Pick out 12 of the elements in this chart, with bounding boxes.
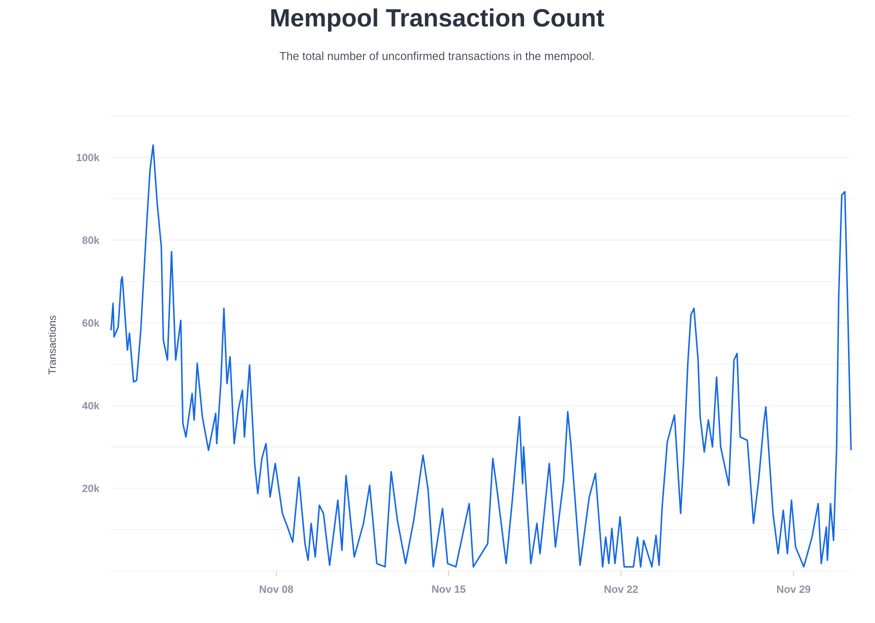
y-tick-label: 40k — [82, 402, 100, 410]
y-tick-label: 60k — [82, 318, 100, 327]
y-tick-label: 80k — [82, 236, 100, 244]
x-tick-label: Nov 29 — [777, 586, 810, 593]
chart-title: Mempool Transaction Count — [271, 8, 604, 32]
y-tick-label: 100k — [76, 154, 100, 162]
x-tick-label: Nov 08 — [260, 586, 294, 593]
x-tick-label: Nov 15 — [432, 586, 466, 593]
y-tick-label: 20k — [82, 484, 100, 492]
chart-subtitle: The total number of unconfirmed transactions in the mempool. — [280, 52, 594, 62]
x-tick-label: Nov 22 — [604, 586, 638, 593]
y-axis-title: Transactions — [48, 316, 56, 375]
